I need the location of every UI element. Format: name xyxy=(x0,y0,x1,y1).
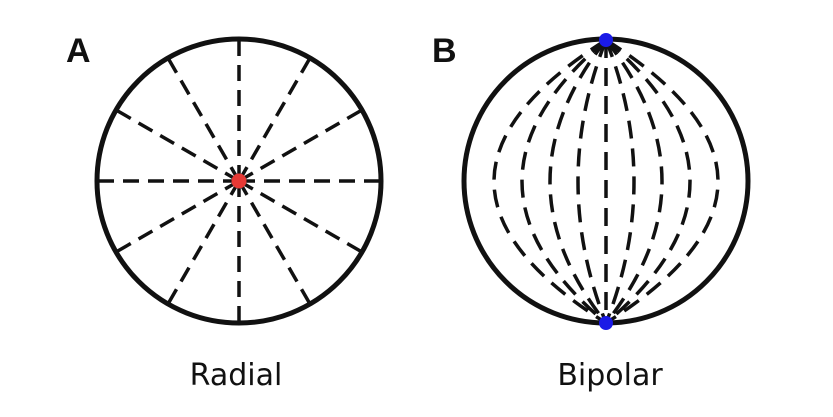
radial-center-dot xyxy=(231,173,247,189)
radial-spoke xyxy=(115,179,240,254)
radial-spoke xyxy=(166,180,241,305)
radial-circle-outline xyxy=(94,36,384,326)
bipolar-meridian xyxy=(520,38,608,325)
bipolar-meridian xyxy=(576,39,608,324)
bipolar-bottom-pole-dot xyxy=(599,316,613,330)
radial-spoke xyxy=(237,57,312,182)
panel-radial: A Radial xyxy=(66,32,384,393)
panel-bipolar: B Bipolar xyxy=(432,32,751,393)
bipolar-meridian xyxy=(604,38,664,325)
bipolar-meridians xyxy=(492,38,720,325)
panel-letter-b: B xyxy=(432,32,457,70)
bipolar-meridian xyxy=(548,38,608,325)
panel-letter-a: A xyxy=(66,32,91,70)
radial-spoke xyxy=(238,108,363,183)
radial-spoke xyxy=(238,179,363,254)
bipolar-meridian xyxy=(492,38,607,325)
radial-spoke xyxy=(115,108,240,183)
caption-radial: Radial xyxy=(190,358,283,393)
bipolar-meridian xyxy=(604,38,692,325)
bipolar-top-pole-dot xyxy=(599,33,613,47)
radial-spoke xyxy=(166,57,241,182)
bipolar-meridian xyxy=(604,39,636,324)
bipolar-meridian xyxy=(605,38,720,325)
caption-bipolar: Bipolar xyxy=(557,358,663,393)
radial-spoke xyxy=(237,180,312,305)
